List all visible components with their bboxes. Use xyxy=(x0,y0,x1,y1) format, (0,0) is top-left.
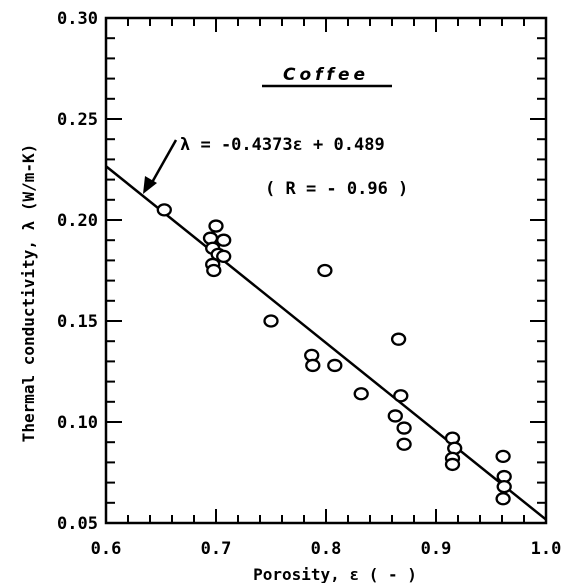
data-point xyxy=(387,409,403,423)
data-point xyxy=(216,249,232,264)
data-point xyxy=(317,263,333,278)
data-point xyxy=(495,492,511,506)
data-point xyxy=(353,387,369,401)
y-tick-labels: 0.05 0.10 0.15 0.20 0.25 0.30 xyxy=(57,9,98,534)
data-point xyxy=(444,457,461,472)
y-tick-label: 0.05 xyxy=(57,514,98,534)
plot-frame xyxy=(104,16,548,525)
y-tick-label: 0.25 xyxy=(57,110,98,130)
x-tick-label: 0.9 xyxy=(421,539,452,559)
x-tick-label: 0.7 xyxy=(201,539,232,559)
tick-marks xyxy=(105,17,547,524)
data-point xyxy=(327,358,343,373)
data-point xyxy=(305,358,321,373)
chart-title: Coffee xyxy=(283,65,369,85)
equation-annotation: λ = -0.4373ε + 0.489 xyxy=(180,135,385,155)
y-tick-label: 0.30 xyxy=(57,9,98,29)
data-point xyxy=(396,421,412,435)
x-tick-labels: 0.6 0.7 0.8 0.9 1.0 xyxy=(91,539,562,559)
x-tick-label: 0.6 xyxy=(91,539,122,559)
data-point xyxy=(496,479,512,494)
data-points xyxy=(156,203,512,506)
x-tick-label: 0.8 xyxy=(311,539,342,559)
data-point xyxy=(216,233,232,247)
arrow-icon xyxy=(143,139,178,194)
data-point xyxy=(390,332,407,346)
y-tick-label: 0.10 xyxy=(57,413,98,433)
regression-line xyxy=(105,165,547,521)
data-point xyxy=(396,437,412,451)
y-tick-label: 0.20 xyxy=(57,211,98,231)
y-axis-label: Thermal conductivity, λ (W/m-K) xyxy=(19,144,38,443)
data-point xyxy=(393,389,409,403)
correlation-annotation: ( R = - 0.96 ) xyxy=(265,179,408,199)
data-point xyxy=(206,263,222,278)
x-axis-label: Porosity, ε ( - ) xyxy=(253,565,417,583)
data-point xyxy=(208,219,224,233)
x-tick-label: 1.0 xyxy=(531,539,562,559)
data-point xyxy=(263,314,279,328)
y-tick-label: 0.15 xyxy=(57,312,98,332)
data-point xyxy=(495,449,511,463)
data-point xyxy=(156,203,172,217)
